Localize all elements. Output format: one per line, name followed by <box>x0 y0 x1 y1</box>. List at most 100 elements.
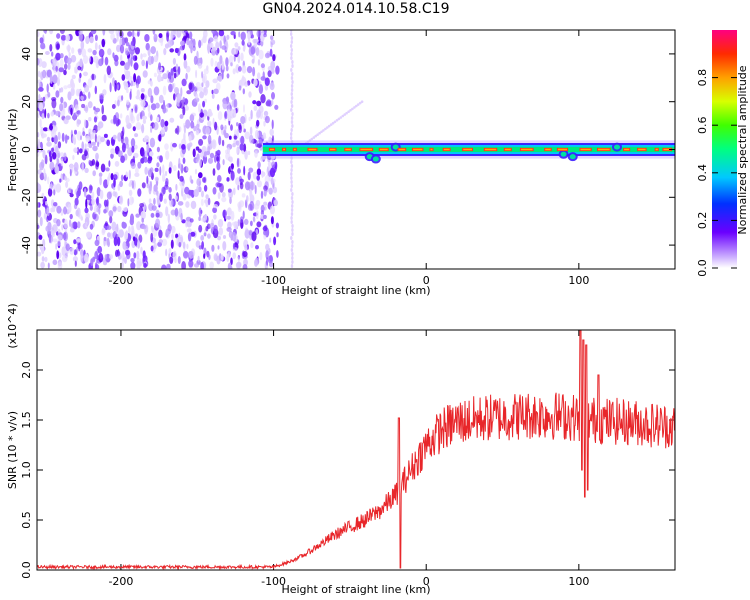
colorbar-tick-label: 0.4 <box>696 164 709 182</box>
noise-blob <box>203 86 209 96</box>
noise-blob <box>153 33 158 43</box>
x-tick-label: 100 <box>568 274 589 287</box>
noise-blob <box>249 181 256 191</box>
noise-blob <box>153 55 159 63</box>
noise-blob <box>226 227 232 232</box>
colorbar-tick-label: 0.0 <box>696 259 709 277</box>
noise-blob <box>109 254 113 260</box>
noise-blob <box>125 249 130 256</box>
noise-blob <box>48 150 52 158</box>
noise-blob <box>219 55 223 65</box>
noise-blob <box>258 137 264 145</box>
noise-blob <box>155 218 161 228</box>
noise-blob <box>119 180 123 188</box>
signal-peak-core <box>330 148 336 151</box>
noise-blob <box>243 143 247 152</box>
noise-blob <box>122 257 127 263</box>
noise-blob <box>214 60 218 69</box>
noise-blob <box>125 42 130 47</box>
noise-blob <box>95 264 100 269</box>
noise-blob <box>255 210 259 220</box>
noise-blob <box>197 148 202 153</box>
noise-blob <box>186 37 190 46</box>
noise-blob <box>57 141 62 149</box>
noise-blob <box>233 108 237 117</box>
noise-blob <box>164 171 168 176</box>
signal-peak-core <box>345 148 351 151</box>
noise-blob <box>268 187 273 195</box>
noise-blob <box>56 250 60 260</box>
noise-blob <box>185 201 190 208</box>
noise-blob <box>183 53 187 61</box>
noise-blob <box>182 157 186 164</box>
noise-blob <box>164 43 170 49</box>
noise-blob <box>117 132 122 142</box>
noise-blob <box>221 70 224 80</box>
noise-stripe-blob <box>290 168 293 172</box>
noise-blob <box>85 212 90 220</box>
noise-blob <box>205 194 209 200</box>
noise-blob <box>138 261 143 267</box>
noise-blob <box>144 135 150 143</box>
noise-blob <box>237 46 241 51</box>
noise-blob <box>133 152 139 158</box>
noise-blob <box>95 198 98 204</box>
noise-blob <box>63 63 68 70</box>
noise-stripe-blob <box>291 232 294 236</box>
noise-blob <box>89 185 93 191</box>
noise-blob <box>239 182 244 190</box>
noise-blob <box>267 161 272 167</box>
noise-blob <box>230 170 235 181</box>
noise-stripe-blob <box>291 228 294 232</box>
noise-blob <box>88 159 92 166</box>
noise-blob <box>224 111 228 119</box>
noise-blob <box>72 155 75 160</box>
noise-blob <box>263 110 269 117</box>
colorbar-ticks: 0.0 0.2 0.4 0.6 0.8 <box>696 69 737 277</box>
noise-blob <box>101 227 106 234</box>
noise-blob <box>231 231 237 242</box>
noise-blob <box>117 227 120 238</box>
noise-blob <box>88 117 92 122</box>
noise-blob <box>92 49 97 56</box>
noise-blob <box>80 135 82 141</box>
noise-blob <box>131 40 134 46</box>
noise-blob <box>247 171 251 181</box>
noise-blob <box>119 195 124 205</box>
noise-blob <box>162 173 166 182</box>
noise-blob <box>98 58 103 67</box>
noise-blob <box>213 224 218 234</box>
noise-blob <box>121 261 124 269</box>
noise-blob <box>264 206 267 211</box>
noise-blob <box>260 94 266 104</box>
noise-blob <box>71 47 75 54</box>
noise-blob <box>217 175 222 183</box>
noise-blob <box>147 80 152 85</box>
noise-blob <box>37 70 41 78</box>
noise-blob <box>153 122 159 131</box>
noise-blob <box>253 105 258 112</box>
noise-blob <box>153 72 157 78</box>
noise-stripe-blob <box>290 136 293 140</box>
noise-stripe-blob <box>290 76 294 80</box>
noise-blob <box>150 95 154 104</box>
noise-blob <box>130 258 135 263</box>
noise-blob <box>256 119 260 127</box>
noise-blob <box>45 225 50 232</box>
noise-blob <box>65 34 70 42</box>
noise-blob <box>195 240 201 248</box>
noise-stripe-blob <box>290 44 293 48</box>
noise-blob <box>209 261 214 269</box>
noise-blob <box>100 163 106 173</box>
noise-blob <box>255 47 260 56</box>
noise-blob <box>186 228 192 233</box>
noise-blob <box>180 40 185 46</box>
noise-blob <box>94 205 97 215</box>
noise-blob <box>64 134 68 144</box>
signal-wiggle-core <box>569 154 576 160</box>
noise-blob <box>198 103 201 114</box>
noise-blob <box>51 97 57 102</box>
noise-blob <box>44 154 48 165</box>
noise-blob <box>269 48 273 57</box>
noise-blob <box>225 65 229 72</box>
